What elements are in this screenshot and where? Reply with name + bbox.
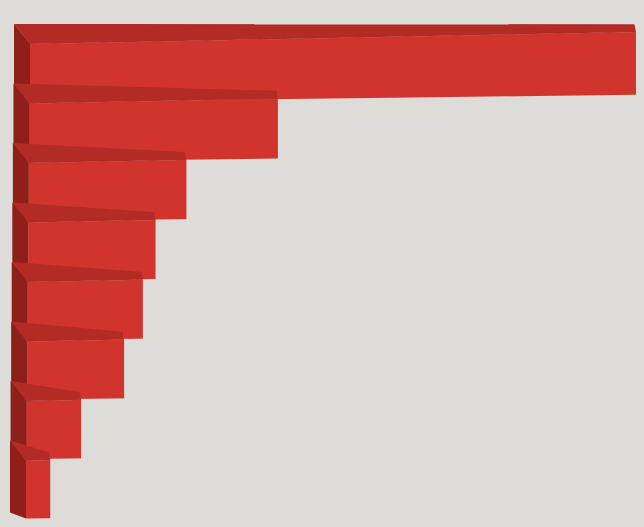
bar-front-face (30, 32, 636, 102)
bar (12, 202, 156, 281)
bar-top-face (12, 202, 156, 223)
bar-side-face (12, 202, 29, 281)
bar-side-face (14, 24, 30, 102)
bar-top-face (10, 381, 82, 401)
bar-top-face (11, 321, 125, 342)
bar (13, 83, 278, 162)
bar-side-face (11, 262, 28, 340)
bar-side-face (10, 440, 26, 519)
bar (10, 381, 82, 459)
bar-front-face (28, 159, 187, 221)
bar-front-face (26, 460, 51, 519)
bar (14, 24, 636, 102)
bar-side-face (12, 143, 29, 221)
bar (10, 440, 51, 519)
bar-top-face (10, 440, 51, 461)
bar-side-face (10, 381, 27, 459)
bar-top-face (12, 143, 187, 163)
bar-top-face (14, 24, 636, 44)
bar-side-face (11, 321, 28, 400)
bar-front-face (27, 279, 143, 340)
bar-front-face (26, 399, 82, 459)
bar-front-face (27, 339, 125, 400)
bar-side-face (13, 83, 30, 162)
bar (11, 262, 143, 340)
bar-top-face (13, 83, 278, 104)
bar-front-face (28, 219, 156, 281)
bar-front-face (29, 98, 278, 162)
bar (11, 321, 125, 400)
bar (12, 143, 187, 221)
bar-top-face (11, 262, 143, 282)
